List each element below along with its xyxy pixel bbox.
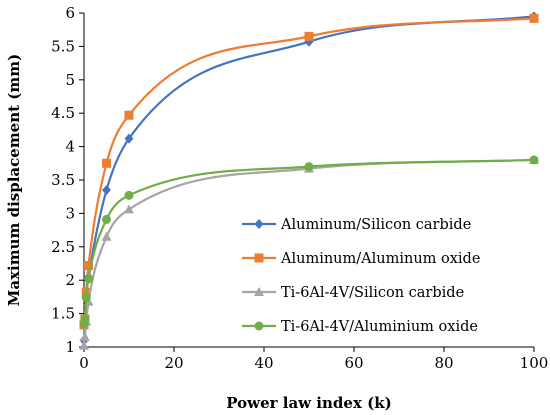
legend-marker (254, 253, 264, 263)
data-point (304, 31, 314, 41)
y-tick-label: 2 (65, 271, 75, 289)
legend-item: Aluminum/Aluminum oxide (242, 251, 480, 267)
y-tick-label: 1 (65, 338, 75, 356)
data-point (79, 331, 90, 341)
data-point (81, 293, 91, 303)
data-point (124, 190, 134, 200)
legend-item: Ti-6Al-4V/Aluminium oxide (242, 319, 478, 335)
tick-labels: 0 20 40 60 80 100 1 1.5 2 2.5 3 3.5 4 4.5 5 5.5 6 (51, 4, 548, 372)
legend: Aluminum/Silicon carbide Aluminum/Aluminu… (242, 217, 480, 335)
legend-item: Aluminum/Silicon carbide (242, 217, 471, 233)
data-point (124, 133, 134, 144)
y-tick-label: 4 (65, 138, 75, 156)
y-tick-label: 4.5 (51, 104, 75, 122)
data-point (84, 261, 93, 271)
legend-label: Ti-6Al-4V/Silicon carbide (281, 285, 464, 301)
y-tick-label: 1.5 (51, 305, 75, 323)
data-point (102, 158, 111, 168)
y-axis-title: Maximum displacement (mm) (5, 54, 23, 306)
legend-marker (254, 219, 264, 229)
legend-label: Aluminum/Silicon carbide (280, 217, 471, 233)
data-point (80, 314, 90, 324)
data-point (84, 274, 93, 284)
data-point (101, 231, 112, 241)
data-point (79, 340, 89, 350)
y-tick-label: 6 (65, 4, 75, 22)
data-point (124, 204, 134, 214)
legend-label: Aluminum/Aluminum oxide (280, 251, 480, 267)
y-tick-label: 5.5 (51, 37, 75, 55)
data-point (102, 214, 111, 224)
legend-marker (254, 287, 264, 296)
y-tick-label: 3.5 (51, 171, 75, 189)
x-tick-label: 40 (254, 354, 273, 372)
y-tick-label: 2.5 (51, 238, 75, 256)
data-point (124, 110, 134, 120)
x-tick-label: 0 (79, 354, 89, 372)
data-point (304, 162, 314, 172)
data-point (102, 185, 111, 196)
legend-marker (254, 321, 264, 331)
x-tick-label: 60 (344, 354, 363, 372)
series-3 (79, 155, 539, 329)
data-point (529, 13, 539, 23)
legend-item: Ti-6Al-4V/Silicon carbide (242, 285, 464, 301)
x-tick-label: 20 (164, 354, 183, 372)
x-tick-label: 100 (520, 354, 549, 372)
legend-label: Ti-6Al-4V/Aluminium oxide (281, 319, 478, 335)
y-tick-label: 5 (65, 71, 75, 89)
x-tick-label: 80 (434, 354, 453, 372)
series-line (82, 158, 535, 324)
x-axis-title: Power law index (k) (226, 394, 391, 412)
series (79, 11, 539, 350)
y-tick-label: 3 (65, 204, 75, 222)
data-point (529, 155, 539, 165)
